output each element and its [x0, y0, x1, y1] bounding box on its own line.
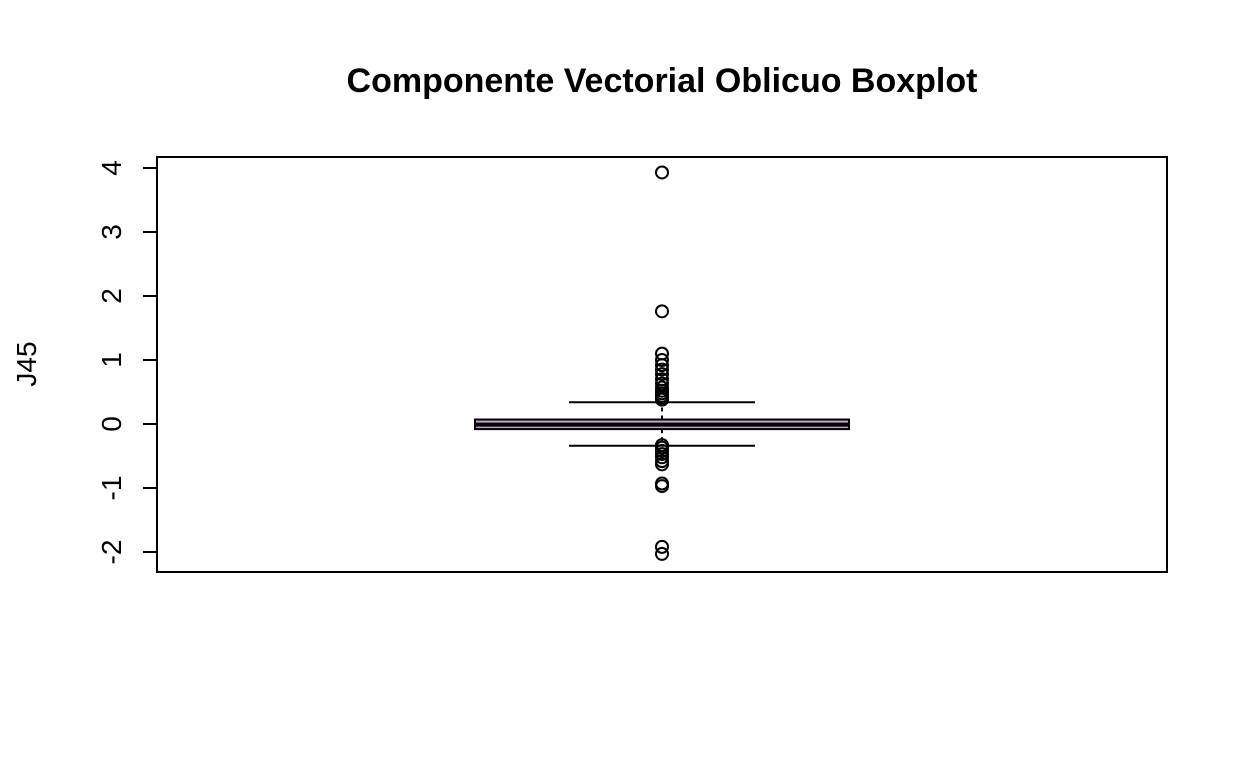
y-tick-label: 3 [96, 224, 127, 240]
outlier-points [655, 165, 669, 561]
chart-title: Componente Vectorial Oblicuo Boxplot [347, 62, 978, 100]
outlier-point [655, 546, 669, 561]
outlier-point [655, 362, 669, 377]
outlier-point [655, 367, 669, 382]
y-axis-ticks: -2 -1 0 1 2 3 4 [96, 160, 157, 564]
outlier-point [655, 479, 669, 494]
y-axis-label: J45 [11, 341, 42, 386]
outlier-point [655, 304, 669, 319]
outlier-point [655, 450, 669, 465]
outlier-point [655, 165, 669, 180]
y-tick-label: 0 [96, 416, 127, 432]
y-tick-label: 2 [96, 288, 127, 304]
y-tick-label: 4 [96, 160, 127, 176]
outlier-point [655, 457, 669, 472]
y-tick-label: 1 [96, 352, 127, 368]
outlier-point [655, 392, 669, 407]
y-tick-label: -1 [96, 476, 127, 501]
outlier-point [655, 353, 669, 367]
outlier-point [655, 358, 669, 373]
y-tick-label: -2 [96, 540, 127, 565]
outlier-point [655, 539, 669, 554]
